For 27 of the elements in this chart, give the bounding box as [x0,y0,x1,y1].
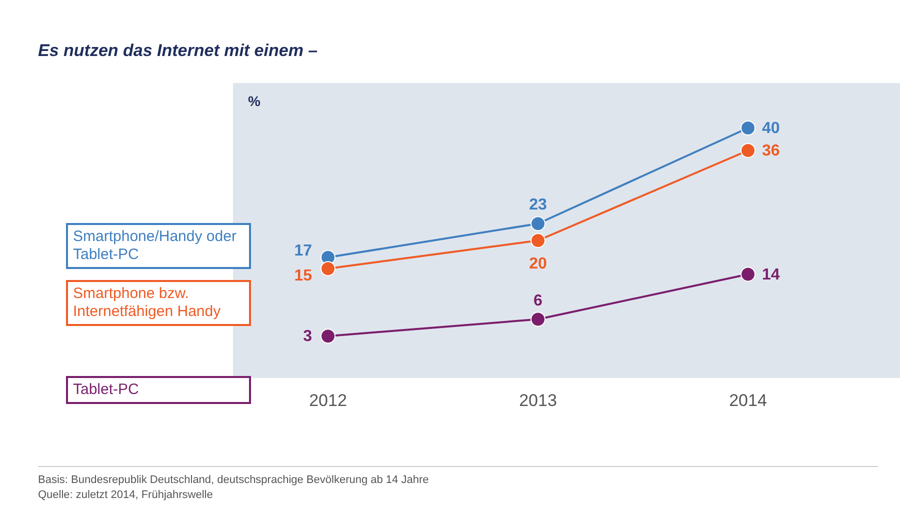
text: Smartphone bzw. Internetfähigen Handy [66,280,251,326]
x-tick-label: 2014 [729,391,767,410]
data-label: 14 [762,266,780,284]
point [530,216,546,232]
x-tick-label: 2012 [309,391,347,410]
data-label: 17 [294,242,312,260]
point [320,261,336,276]
data-label: 20 [529,256,547,272]
data-label: 15 [294,268,312,285]
chart-title: Es nutzen das Internet mit einem – [38,41,318,61]
x-tick-label: 2013 [519,391,557,410]
data-label: 40 [762,120,780,137]
point [740,266,756,282]
point [530,233,546,248]
data-label: 23 [529,196,547,214]
point [530,312,546,327]
source-note: Quelle: zuletzt 2014, Frühjahrswelle [38,489,213,501]
data-label: 3 [303,328,312,346]
point [740,143,756,158]
point [740,120,756,136]
text: Basis: Bundesrepublik Deutschland, deutschsprachige Bevölkerung ab 14 Jahre [38,474,429,486]
data-label: 6 [534,292,543,310]
data-label: 36 [762,142,780,160]
text: Tablet-PC [66,376,251,404]
point [320,328,336,344]
text: Smartphone/Handy oder Tablet-PC [66,223,251,269]
y-axis-title: % [248,93,260,109]
